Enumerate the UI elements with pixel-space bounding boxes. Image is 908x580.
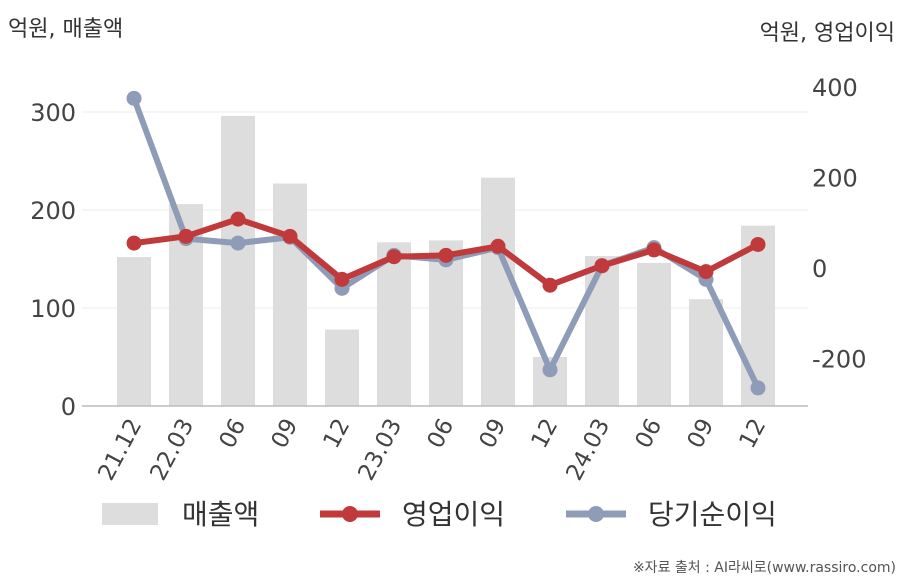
x-tick-label: 09 [475,415,512,453]
revenue-bar [741,225,775,406]
left-tick-label: 200 [30,197,76,225]
right-tick-label: 200 [812,165,858,193]
x-tick-label: 06 [215,415,252,453]
net-income-point [542,362,558,378]
legend-operating-profit-label: 영업이익 [402,498,505,531]
legend: 매출액 영업이익 당기순이익 [102,498,777,531]
operating-profit-point [230,211,246,227]
revenue-bar [221,115,255,407]
operating-profit-point [542,277,558,293]
left-tick-label: 300 [30,99,76,127]
source-note: ※자료 출처 : AI라씨로(www.rassiro.com) [633,560,896,576]
revenue-bar [585,256,619,406]
x-tick-label: 23.03 [353,415,407,485]
net-income-point [230,235,246,251]
right-axis-ticks: -200 0 200 400 [812,74,866,374]
legend-revenue-label: 매출액 [182,498,259,531]
x-tick-label: 24.03 [561,415,615,485]
operating-profit-point [334,271,350,287]
operating-profit-point [750,236,766,252]
revenue-bars [117,115,775,407]
operating-profit-point [594,258,610,274]
legend-net-income-label: 당기순이익 [648,498,777,531]
operating-profit-point [126,235,142,251]
x-tick-label: 09 [683,415,720,453]
x-tick-label: 21.12 [93,415,147,485]
operating-profit-point [698,264,714,280]
left-axis-unit: 억원, 매출액 [8,17,123,42]
x-tick-label: 06 [423,415,460,453]
operating-profit-point [178,228,194,244]
x-tick-label: 06 [631,415,668,453]
x-tick-label: 09 [267,415,304,453]
left-tick-label: 0 [61,393,76,421]
net-income-point [750,380,766,396]
revenue-bar [481,177,515,406]
net-income-point [126,90,142,106]
operating-profit-point [646,242,662,258]
revenue-bar [689,299,723,406]
revenue-bar [429,240,463,406]
right-tick-label: -200 [812,346,866,374]
legend-operating-profit-marker [342,506,358,522]
revenue-bar [377,242,411,406]
legend-net-income-marker [588,506,604,522]
revenue-bar [325,329,359,406]
revenue-bar [273,183,307,406]
x-tick-label: 12 [319,415,356,453]
operating-profit-point [386,249,402,265]
right-axis-unit: 억원, 영업이익 [760,21,895,46]
operating-profit-point [282,228,298,244]
left-tick-label: 100 [30,295,76,323]
line-series [126,90,766,396]
operating-profit-point [438,247,454,263]
x-tick-label: 12 [527,415,564,453]
right-tick-label: 0 [812,255,827,283]
x-tick-label: 12 [735,415,772,453]
legend-revenue-swatch [102,503,158,525]
revenue-bar [637,262,671,406]
left-axis-ticks: 0 100 200 300 [30,99,76,421]
operating-profit-point [490,238,506,254]
x-tick-label: 22.03 [145,415,199,485]
revenue-bar [117,257,151,406]
right-tick-label: 400 [812,74,858,102]
